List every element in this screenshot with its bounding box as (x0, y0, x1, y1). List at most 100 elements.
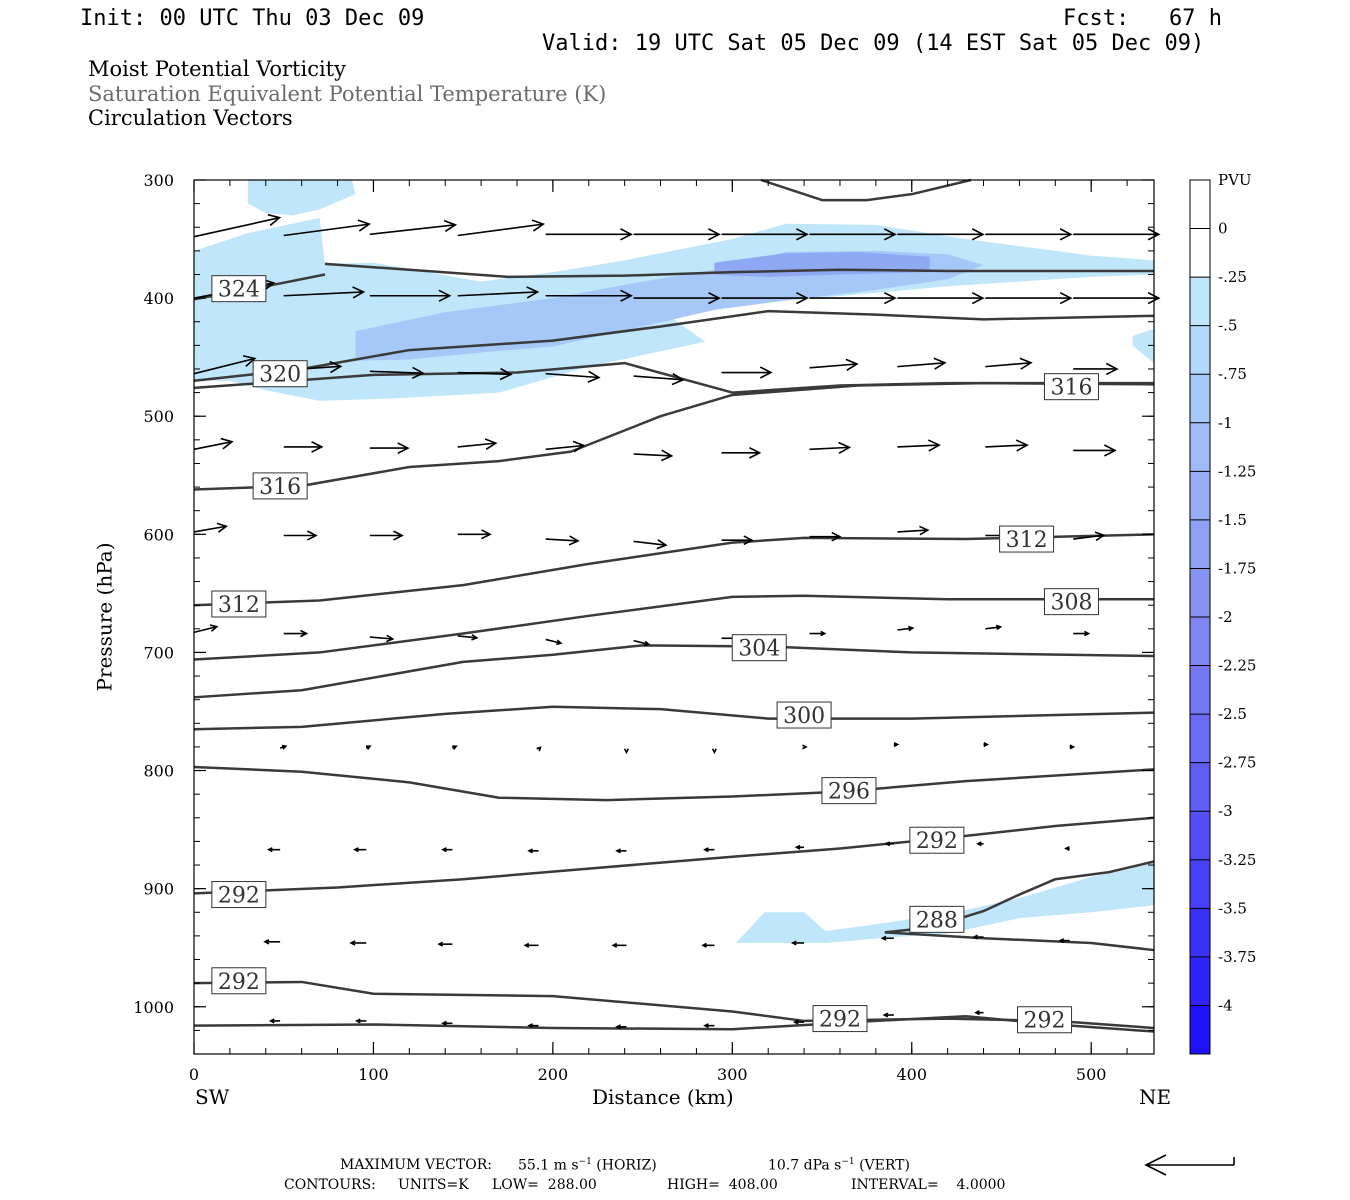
y-tick-label: 900 (143, 880, 174, 899)
field-title-theta-es: Saturation Equivalent Potential Temperat… (88, 82, 607, 106)
svg-text:316: 316 (259, 475, 301, 500)
reference-vector-icon (1144, 1154, 1235, 1176)
theta-es-contour (193, 1014, 1155, 1033)
colorbar-tick-label: -3.25 (1218, 851, 1256, 869)
colorbar-swatch (1190, 374, 1210, 424)
vector-arrow (266, 847, 281, 853)
vector-arrow (1073, 444, 1117, 457)
vector-arrow (721, 535, 754, 546)
contour-label: 324 (211, 275, 267, 303)
max-vector-horiz: 55.1 m s−1 (HORIZ) (518, 1157, 657, 1174)
vector-arrow (536, 746, 542, 752)
colorbar-swatch (1190, 665, 1210, 715)
vector-arrow (897, 625, 915, 632)
vector-arrow (545, 440, 586, 453)
pv-shading (194, 180, 1154, 943)
svg-text:316: 316 (1050, 376, 1092, 401)
vector-arrow (790, 940, 805, 946)
vector-arrow (457, 529, 492, 540)
colorbar-swatch (1190, 471, 1210, 521)
colorbar-swatch (1190, 277, 1210, 327)
colorbar-tick-label: -2.25 (1218, 657, 1256, 675)
vector-arrow (283, 219, 371, 237)
x-tick-label: 400 (896, 1065, 927, 1084)
vector-arrow (545, 638, 563, 646)
vector-arrow (369, 289, 452, 302)
contour-label: 316 (252, 472, 308, 500)
theta-es-contour (324, 262, 1154, 279)
vector-arrow (441, 1020, 453, 1026)
colorbar-swatch (1190, 568, 1210, 618)
theta-es-contour (193, 381, 1155, 491)
vector-arrow (633, 539, 668, 550)
svg-text:288: 288 (916, 908, 958, 933)
vector-arrow (545, 370, 601, 383)
vector-arrow (369, 634, 395, 643)
colorbar-swatch (1190, 908, 1210, 958)
vector-arrow (1069, 744, 1076, 750)
vector-arrow (369, 442, 410, 454)
vector-arrow (452, 745, 458, 750)
vector-arrow (633, 228, 721, 241)
vector-arrow (897, 357, 947, 370)
contour-label: 292 (211, 881, 267, 909)
vector-arrow (545, 535, 580, 546)
contour-label: 292 (812, 1005, 868, 1033)
svg-text:304: 304 (738, 637, 780, 662)
vector-arrow (615, 848, 627, 854)
vector-arrow (897, 439, 941, 452)
contour-labels: 324 320 316 316 312 312 308 304 300 296 292 292 288 2… (211, 275, 1099, 1034)
vector-arrow (897, 228, 985, 241)
vector-arrow (354, 1018, 367, 1024)
contour-low: LOW= 288.00 (492, 1177, 597, 1193)
max-vector-label: MAXIMUM VECTOR: (340, 1157, 492, 1173)
vector-arrow (711, 748, 717, 755)
vector-arrow (974, 1010, 984, 1016)
init-time: Init: 00 UTC Thu 03 Dec 09 (80, 6, 425, 31)
vector-arrow (545, 228, 633, 241)
colorbar-tick-label: -1.75 (1218, 559, 1256, 577)
vector-arrow (1058, 938, 1070, 944)
vector-arrow (457, 286, 540, 299)
y-axis-title: Pressure (hPa) (92, 542, 117, 692)
contour-label: 292 (909, 826, 965, 854)
vector-arrow (1064, 845, 1070, 852)
vector-arrow (985, 228, 1073, 241)
theta-es-contour (193, 309, 1155, 383)
ne-label: NE (1139, 1085, 1172, 1109)
vector-arrow (633, 291, 721, 305)
colorbar-swatch (1190, 519, 1210, 569)
y-tick-label: 400 (143, 289, 174, 308)
y-tick-label: 1000 (133, 998, 174, 1017)
vector-arrow (792, 1019, 805, 1025)
vector-arrow (457, 219, 546, 237)
svg-text:308: 308 (1050, 591, 1092, 616)
colorbar-tick-label: -3.5 (1218, 899, 1247, 917)
colorbar-tick-label: -2.5 (1218, 705, 1247, 723)
vector-arrow (809, 441, 852, 455)
y-tick-label: 500 (143, 407, 174, 426)
vector-arrow (523, 942, 539, 948)
colorbar-swatch (1190, 811, 1210, 861)
x-axis-title: Distance (km) (592, 1085, 734, 1109)
colorbar-swatch (1190, 325, 1210, 375)
contour-interval: INTERVAL= 4.0000 (851, 1177, 1006, 1193)
colorbar-tick-label: -3.75 (1218, 948, 1256, 966)
vector-arrow (897, 525, 930, 536)
vector-arrow (809, 531, 842, 542)
vector-arrow (457, 634, 479, 641)
vector-arrow (703, 1023, 715, 1029)
colorbar-tick-label: -1.25 (1218, 462, 1256, 480)
vector-arrow (279, 744, 288, 750)
vector-arrow (972, 934, 984, 940)
vector-arrow (457, 438, 498, 450)
vector-arrow (545, 289, 633, 302)
plot-frame (193, 179, 1155, 1055)
svg-text:292: 292 (819, 1008, 861, 1033)
vector-arrow (802, 744, 808, 750)
svg-text:320: 320 (259, 363, 301, 388)
svg-text:300: 300 (783, 704, 825, 729)
theta-es-contour (193, 705, 1155, 731)
vector-arrow (882, 1012, 894, 1018)
